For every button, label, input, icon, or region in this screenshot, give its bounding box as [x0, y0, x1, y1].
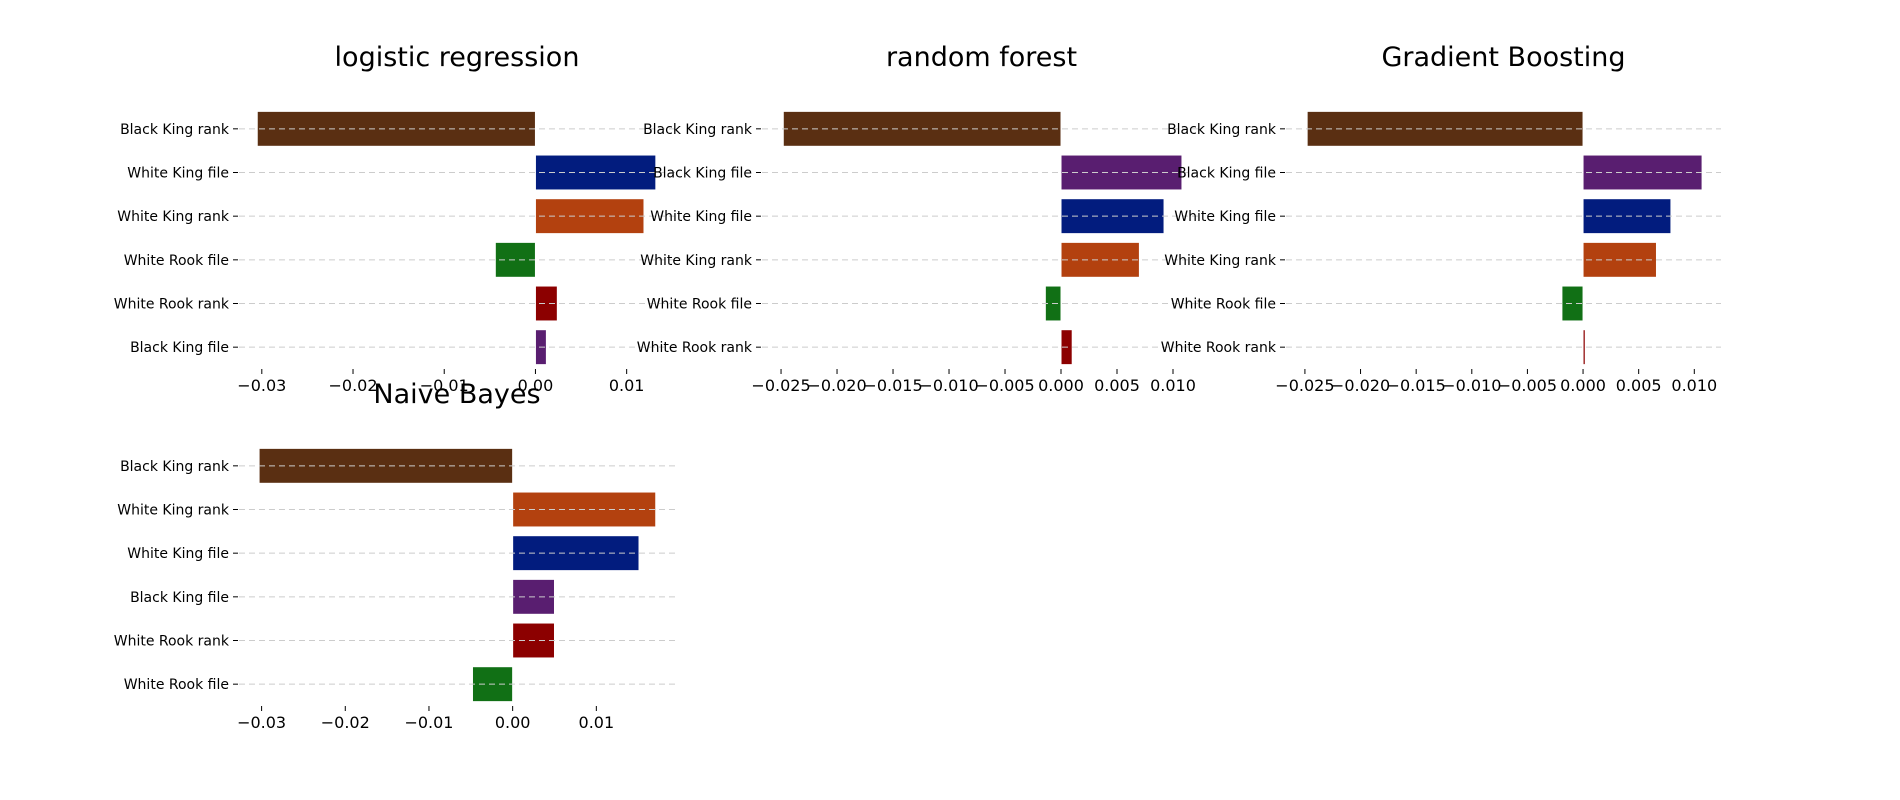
x-tick-label: −0.005: [1498, 376, 1557, 395]
category-label: White Rook file: [1171, 297, 1276, 313]
x-tick-label: −0.010: [1442, 376, 1501, 395]
bar-white-king-file: [534, 154, 657, 191]
x-tick-label: −0.03: [237, 376, 286, 395]
x-tick-label: −0.020: [1331, 376, 1390, 395]
category-label: White King rank: [117, 503, 230, 519]
category-label: Black King file: [653, 166, 752, 182]
chart-title: Naive Bayes: [373, 379, 540, 410]
x-tick-label: −0.025: [1275, 376, 1334, 395]
x-tick-label: −0.02: [329, 376, 378, 395]
chart-panel-4: Naive Bayes Black King rank White King ran…: [114, 379, 675, 732]
category-label: Black King rank: [643, 122, 753, 138]
chart-panel-2: random forest Black King rank Black King f…: [637, 42, 1201, 395]
category-label: White King file: [650, 209, 752, 225]
x-tick-label: 0.000: [1038, 376, 1084, 395]
category-label: White Rook rank: [1161, 340, 1277, 356]
bar-black-king-file: [1060, 154, 1183, 191]
category-label: White Rook rank: [637, 340, 753, 356]
category-label: White King rank: [640, 253, 753, 269]
x-tick-label: 0.00: [518, 376, 554, 395]
category-label: White King file: [127, 166, 229, 182]
x-tick-label: −0.01: [404, 713, 453, 732]
x-tick-label: 0.005: [1616, 376, 1662, 395]
x-tick-label: −0.020: [807, 376, 866, 395]
bar-white-rook-rank: [1582, 329, 1586, 366]
x-tick-label: 0.010: [1150, 376, 1196, 395]
category-label: White King file: [1174, 209, 1276, 225]
x-tick-label: 0.01: [609, 376, 645, 395]
bar-white-rook-rank: [534, 285, 558, 322]
x-tick-label: −0.010: [919, 376, 978, 395]
category-label: White King rank: [1164, 253, 1277, 269]
x-tick-label: −0.03: [237, 713, 286, 732]
chart-panel-3: Gradient Boosting Black King rank Black Ki…: [1161, 42, 1721, 395]
x-tick-label: 0.000: [1560, 376, 1606, 395]
x-tick-label: −0.02: [321, 713, 370, 732]
category-label: Black King file: [1177, 166, 1276, 182]
x-tick-label: 0.005: [1094, 376, 1140, 395]
category-label: Black King rank: [1167, 122, 1277, 138]
x-tick-label: −0.015: [1387, 376, 1446, 395]
category-label: Black King rank: [120, 459, 230, 475]
category-label: Black King file: [130, 340, 229, 356]
x-tick-label: −0.01: [420, 376, 469, 395]
x-tick-label: 0.00: [495, 713, 531, 732]
category-label: White Rook file: [124, 253, 229, 269]
chart-title: random forest: [886, 42, 1077, 73]
x-tick-label: −0.005: [975, 376, 1034, 395]
x-tick-label: 0.010: [1671, 376, 1717, 395]
category-label: White Rook file: [647, 297, 752, 313]
category-label: White King file: [127, 546, 229, 562]
x-tick-label: −0.015: [863, 376, 922, 395]
bar-black-king-file: [1582, 154, 1703, 191]
category-label: Black King file: [130, 590, 229, 606]
category-label: White Rook rank: [114, 297, 230, 313]
x-tick-label: −0.025: [751, 376, 810, 395]
category-label: White Rook rank: [114, 634, 230, 650]
category-label: Black King rank: [120, 122, 230, 138]
category-label: White Rook file: [124, 677, 229, 693]
chart-title: logistic regression: [335, 42, 580, 73]
category-label: White King rank: [117, 209, 230, 225]
x-tick-label: 0.01: [579, 713, 615, 732]
chart-title: Gradient Boosting: [1381, 42, 1625, 73]
chart-panel-1: logistic regression Black King rank White …: [114, 42, 675, 395]
